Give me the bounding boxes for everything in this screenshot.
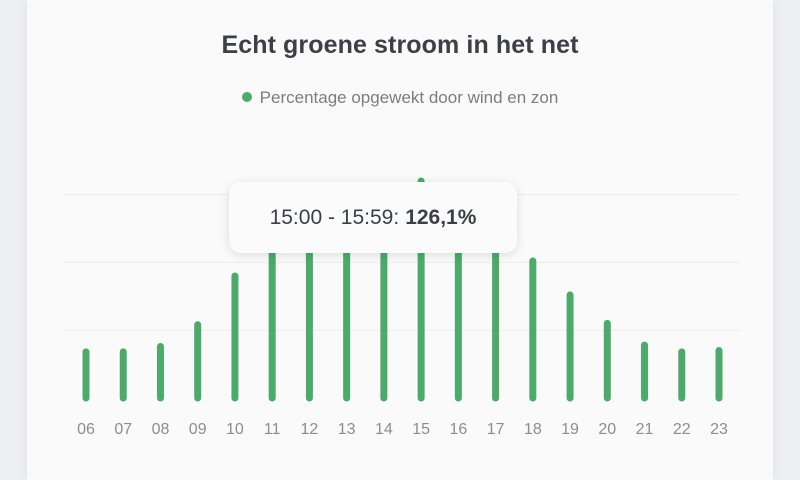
x-tick-label: 12 [301,421,319,438]
x-tick-label: 18 [524,421,542,438]
x-tick-label: 07 [114,421,132,438]
x-tick-label: 10 [226,421,244,438]
x-tick-label: 11 [264,421,281,438]
bar-chart: 06 07 08 09 10 11 12 13 14 15 16 17 18 19 20 21 22 23 [62,177,740,438]
x-tick-label: 15 [412,421,430,438]
x-tick-label: 16 [449,421,467,438]
x-tick-label: 20 [598,421,616,438]
x-tick-label: 19 [561,421,579,438]
tooltip-label: 15:00 - 15:59: [269,205,400,229]
tooltip-value: 126,1% [405,205,477,229]
x-tick-label: 22 [673,421,691,438]
chart-title: Echt groene stroom in het net [221,31,579,59]
x-tick-label: 06 [77,421,95,438]
x-tick-label: 23 [710,421,728,438]
x-tick-label: 17 [487,421,505,438]
x-tick-label: 09 [189,421,207,438]
x-tick-label: 14 [375,421,393,438]
x-tick-label: 13 [338,421,356,438]
chart-tooltip: 15:00 - 15:59: 126,1% [229,182,517,253]
legend-marker [241,92,252,102]
chart-legend[interactable]: Percentage opgewekt door wind en zon [0,88,800,108]
x-tick-label: 21 [636,421,654,438]
legend-label: Percentage opgewekt door wind en zon [259,88,559,107]
x-tick-label: 08 [152,421,170,438]
